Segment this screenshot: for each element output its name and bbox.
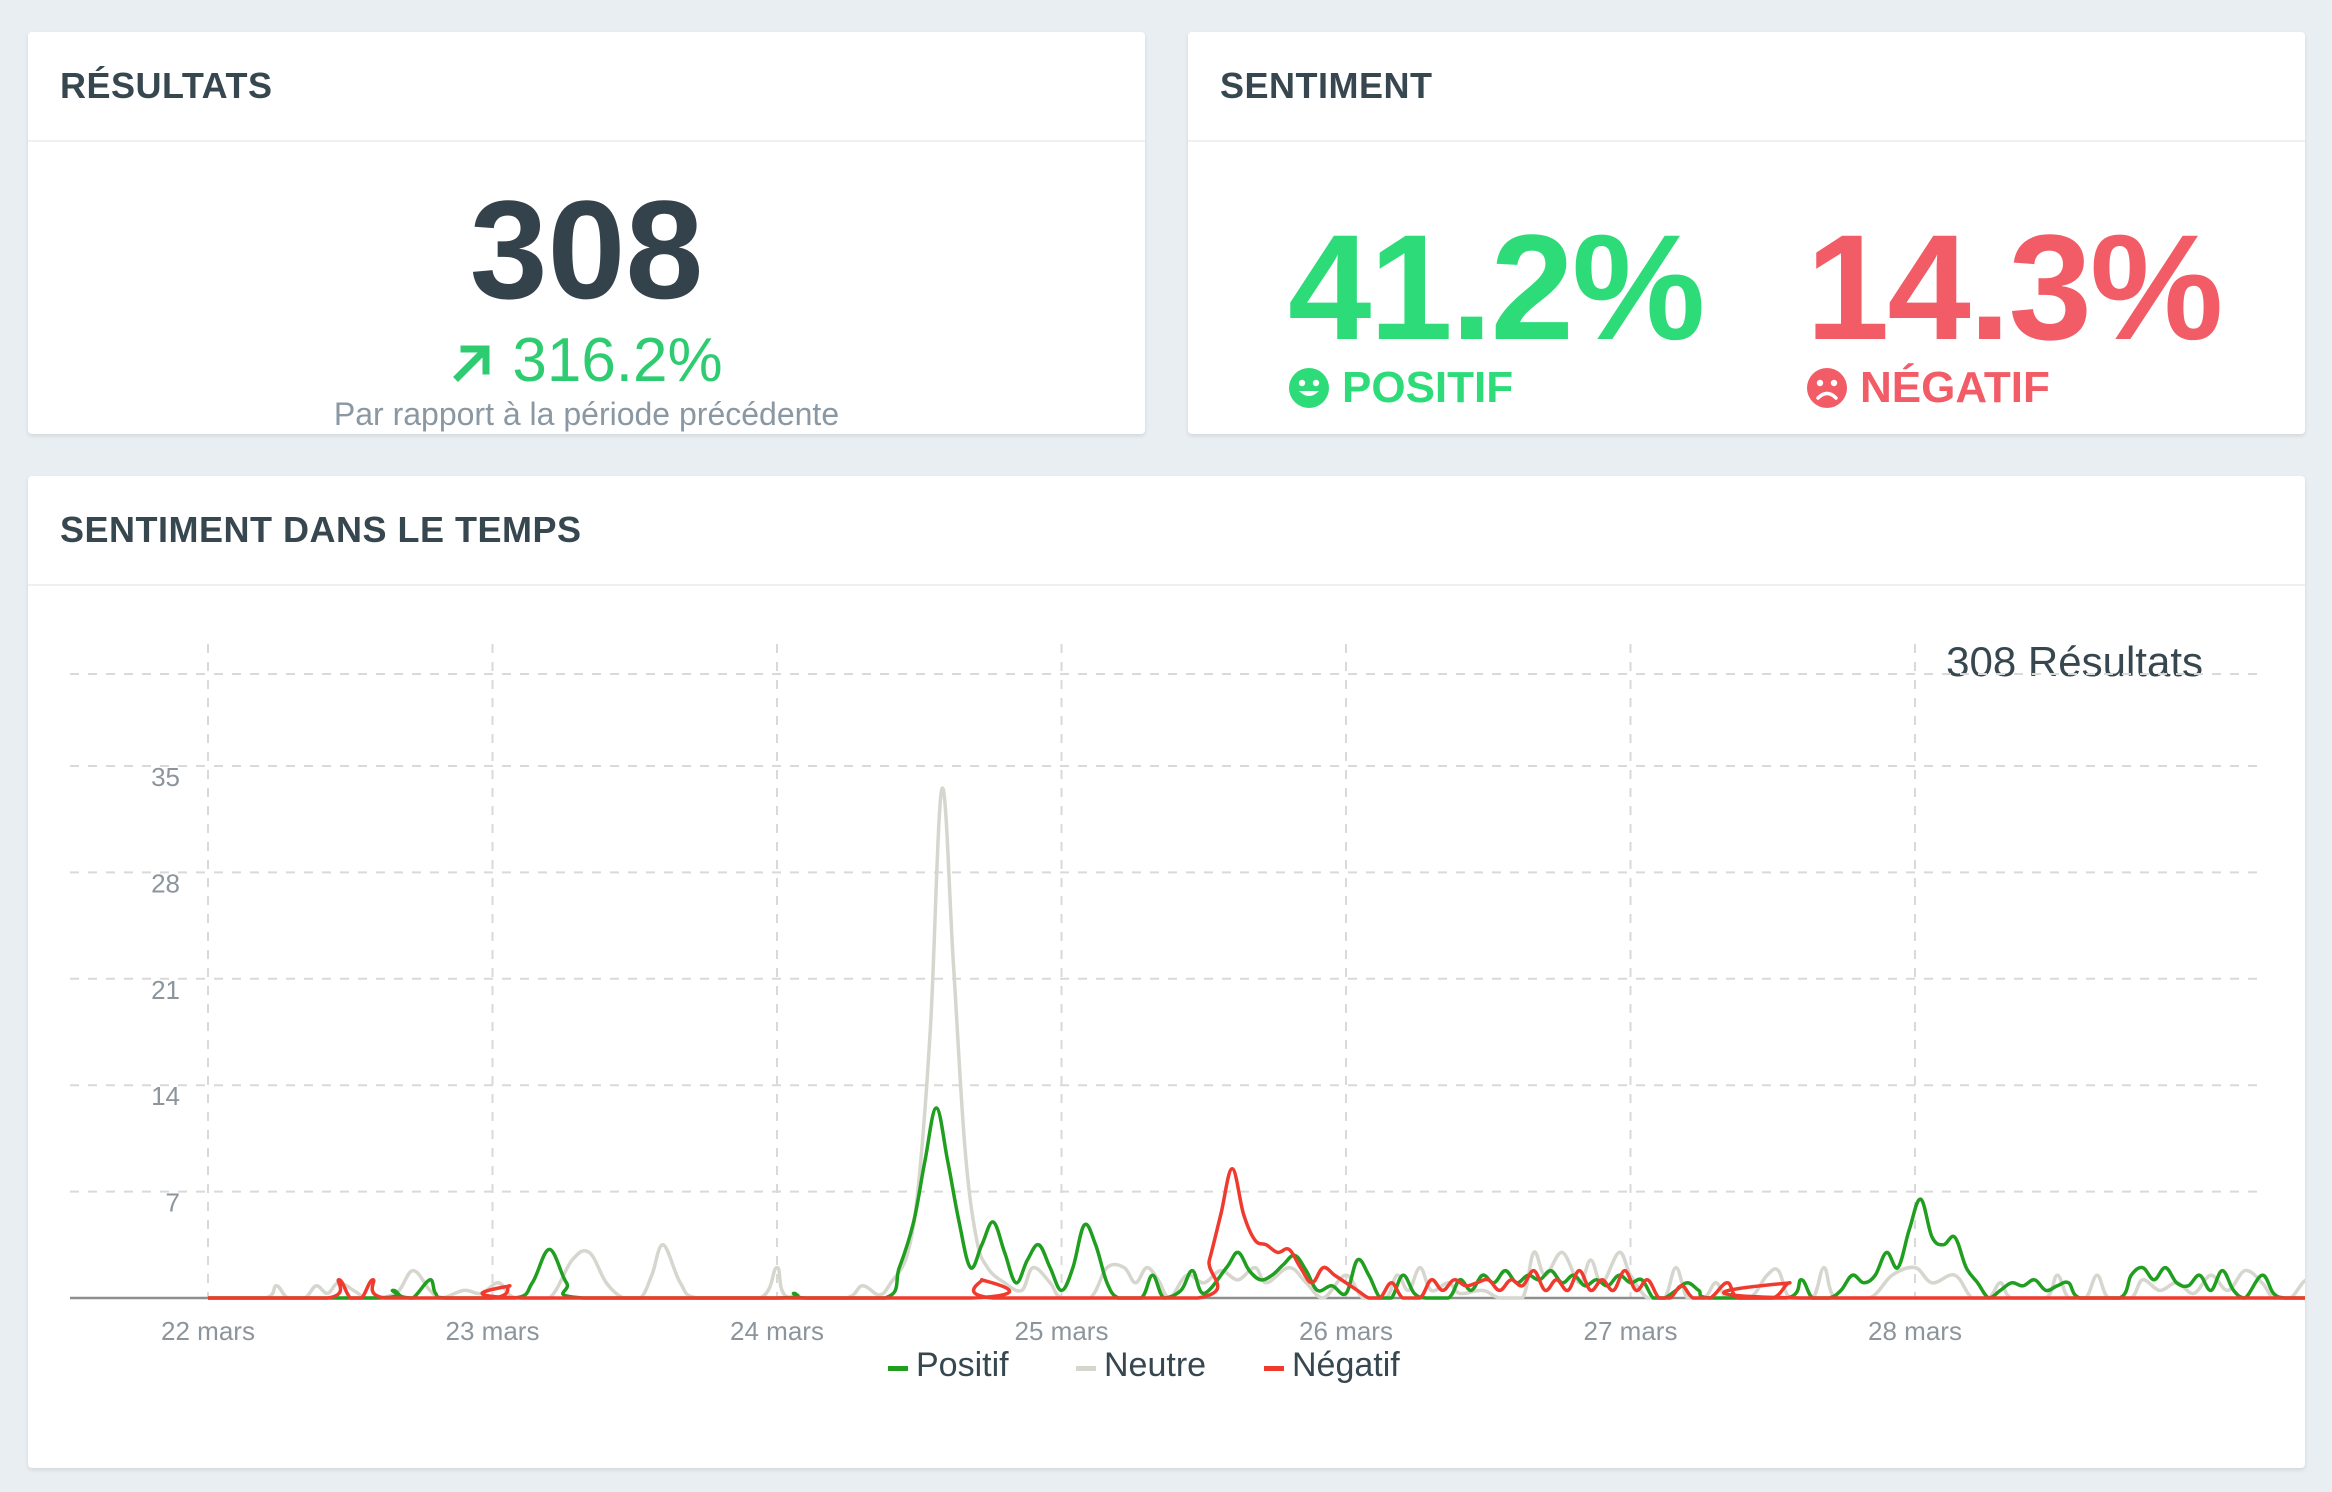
x-tick-label: 24 mars — [730, 1316, 824, 1346]
results-card-header: RÉSULTATS — [28, 32, 1145, 142]
x-tick-label: 22 mars — [161, 1316, 255, 1346]
x-tick-label: 25 mars — [1015, 1316, 1109, 1346]
negative-label-row: NÉGATIF — [1806, 366, 2050, 410]
legend-swatch — [1264, 1366, 1284, 1371]
positive-label-row: POSITIF — [1288, 366, 1513, 410]
results-delta: 316.2% — [28, 330, 1145, 392]
frown-icon — [1807, 368, 1847, 408]
legend-label: Positif — [916, 1346, 1009, 1384]
sentiment-title: SENTIMENT — [1220, 65, 1433, 106]
results-count: 308 — [469, 171, 704, 328]
legend-swatch — [1076, 1366, 1096, 1371]
arrow-up-right-icon — [453, 345, 490, 382]
results-delta-caption: Par rapport à la période précédente — [333, 396, 840, 432]
sentiment-card-header: SENTIMENT — [1188, 32, 2305, 142]
x-tick-label: 23 mars — [446, 1316, 540, 1346]
y-tick-label: 28 — [151, 868, 180, 898]
results-delta-value: 316.2% — [512, 326, 723, 395]
legend-label: Neutre — [1104, 1346, 1206, 1384]
x-tick-label: 26 mars — [1299, 1316, 1393, 1346]
timeline-title: SENTIMENT DANS LE TEMPS — [60, 509, 582, 550]
results-title: RÉSULTATS — [60, 65, 273, 106]
smile-icon — [1289, 368, 1329, 408]
sentiment-card: SENTIMENT 41.2% POSITIF 14.3% NÉGATIF — [1188, 32, 2305, 434]
series-line-neutre — [207, 786, 2305, 1300]
positive-label: POSITIF — [1342, 363, 1514, 412]
x-tick-label: 28 mars — [1868, 1316, 1962, 1346]
sentiment-line-chart: 7 14 21 28 35 22 mars 23 mars 24 mars 25 mars 26 … — [70, 644, 2305, 1384]
results-card: RÉSULTATS 308 316.2% Par rapport à la pé… — [28, 32, 1145, 434]
negative-percentage: 14.3% — [1806, 203, 2223, 371]
legend-swatch — [888, 1366, 908, 1371]
negative-label: NÉGATIF — [1860, 363, 2050, 412]
timeline-total: 308 Résultats — [1946, 638, 2203, 685]
y-tick-label: 35 — [151, 762, 180, 792]
positive-percentage: 41.2% — [1288, 203, 1705, 371]
y-tick-label: 14 — [151, 1081, 180, 1111]
y-tick-label: 21 — [151, 975, 180, 1005]
series-line-négatif — [207, 1167, 2305, 1300]
timeline-card-header: SENTIMENT DANS LE TEMPS — [28, 476, 2305, 586]
y-tick-label: 7 — [166, 1188, 180, 1218]
x-tick-label: 27 mars — [1584, 1316, 1678, 1346]
legend-label: Négatif — [1292, 1346, 1400, 1384]
sentiment-timeline-card: SENTIMENT DANS LE TEMPS 308 Résultats 7 1… — [28, 476, 2305, 1468]
